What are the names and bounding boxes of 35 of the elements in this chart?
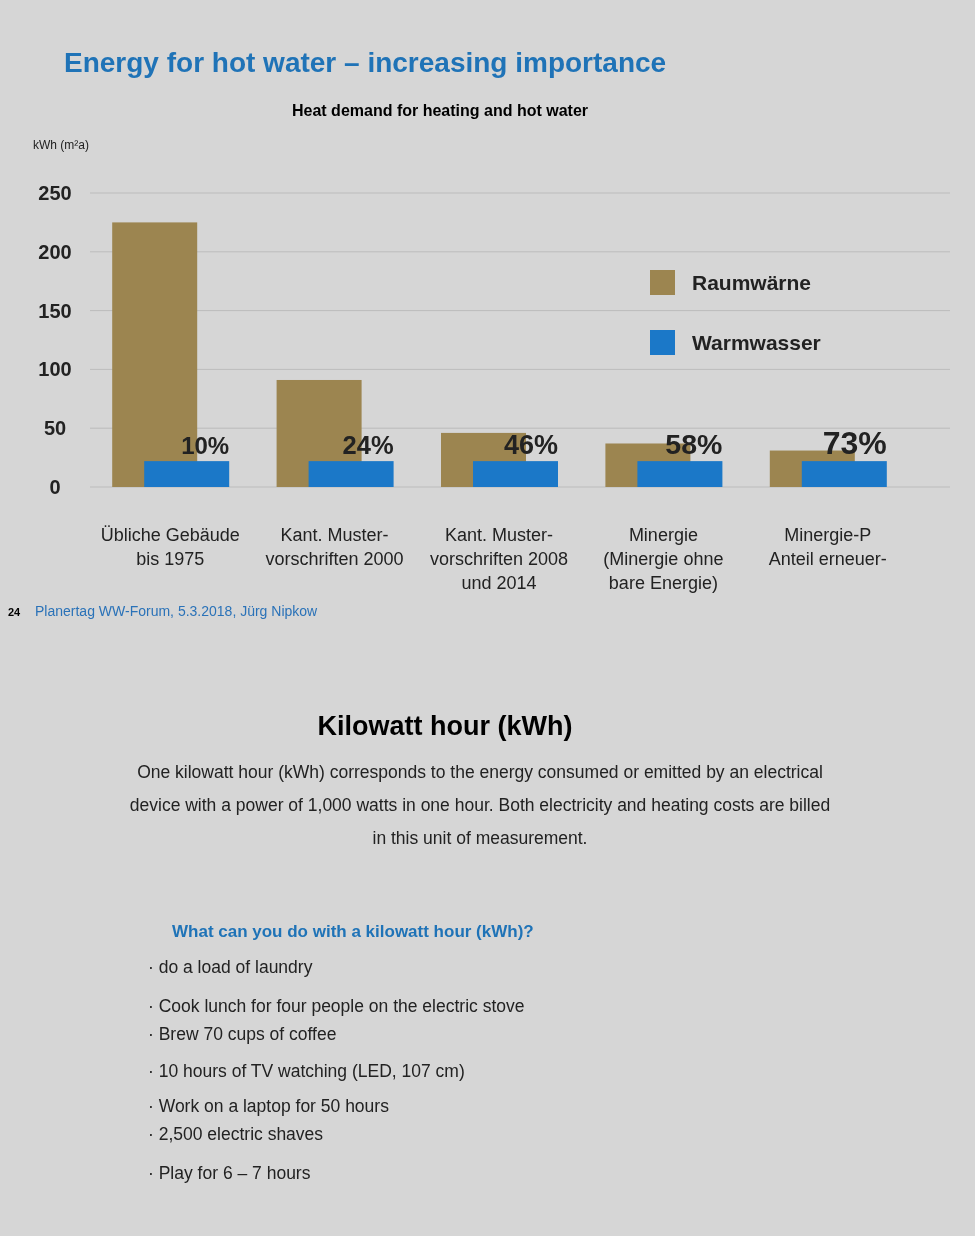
bar [308, 461, 394, 487]
chart-subtitle: Heat demand for heating and hot water [291, 102, 589, 119]
bar [144, 461, 230, 487]
bar [801, 461, 887, 487]
x-tick-label: Übliche Gebäude bis 1975 [100, 525, 240, 569]
chart-title: Energy for hot water – increasing importance [64, 47, 667, 78]
y-tick-label: 200 [38, 240, 72, 263]
x-tick-label: Kant. Muster- vorschriften 2008 und 2014 [429, 525, 569, 593]
bar [473, 461, 558, 487]
text: · 10 hours of TV watching (LED, 107 cm) [148, 1061, 465, 1081]
bar [637, 461, 723, 487]
text: Planertag WW-Forum, 5.3.2018, Jürg Nipkow [35, 603, 319, 619]
x-tick-label: Minergie (Minergie ohne bare Energie) [603, 525, 724, 593]
text: 24 [8, 606, 22, 618]
text: · Cook lunch for four people on the electric stove [148, 996, 525, 1016]
text: · Play for 6 – 7 hours [148, 1163, 311, 1183]
y-tick-label: 100 [38, 358, 72, 381]
text: Kilowatt hour (kWh) [317, 711, 573, 741]
y-tick-label: 250 [38, 182, 72, 204]
text: · 2,500 electric shaves [148, 1124, 324, 1144]
text: · Work on a laptop for 50 hours [148, 1096, 390, 1116]
legend-label: Raumwärne [692, 271, 812, 294]
y-tick-label: 0 [49, 476, 61, 498]
annotation: 73% [822, 425, 887, 462]
text: One kilowatt hour (kWh) corresponds to the energy consumed or emitted by an electrical device with a power of 1,000 watts in one hour. Both electricity and heating costs are billed in this unit of measurement. [129, 762, 831, 848]
y-axis-title: kWh (m²a) [33, 138, 89, 152]
x-tick-label: Minergie-P Anteil erneuer- [768, 525, 887, 569]
text: What can you do with a kilowatt hour (kWh)? [172, 922, 534, 941]
text: · do a load of laundry [148, 957, 313, 977]
y-tick-label: 50 [43, 417, 67, 440]
text: · Brew 70 cups of coffee [148, 1024, 337, 1044]
x-tick-label: Kant. Muster- vorschriften 2000 [265, 525, 404, 569]
annotation: 58% [665, 428, 723, 461]
legend-label: Warmwasser [692, 331, 821, 354]
y-tick-label: 150 [38, 299, 72, 322]
